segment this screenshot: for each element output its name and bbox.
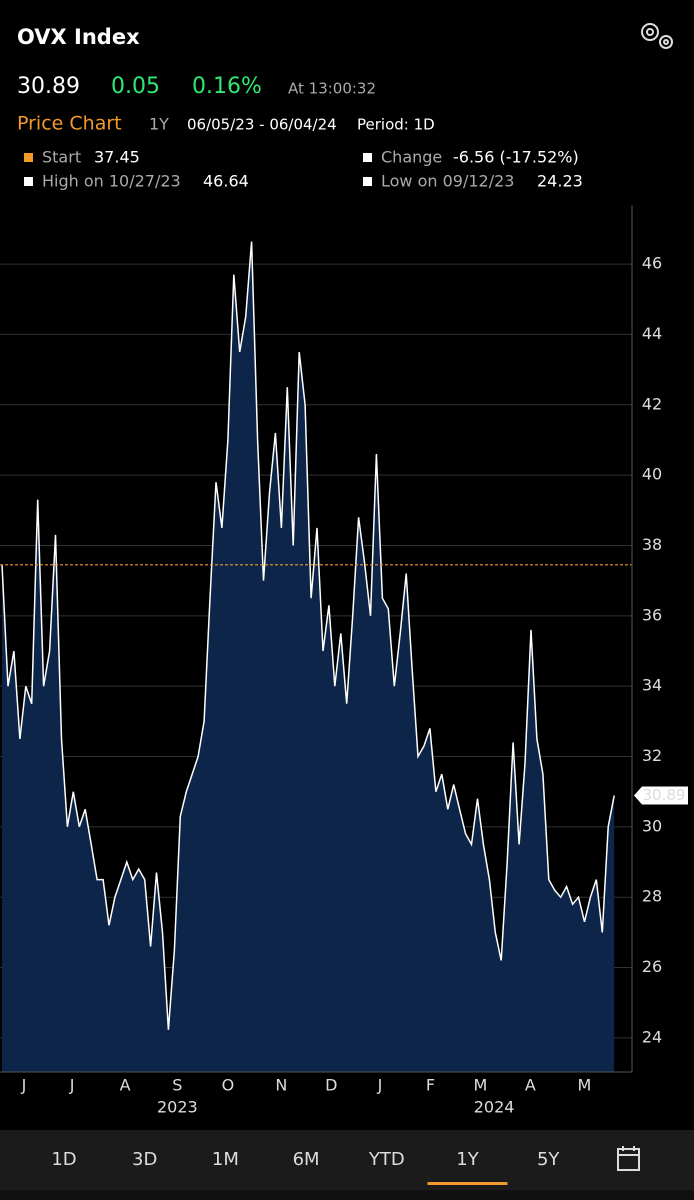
net-change: 0.05 [111, 74, 160, 99]
tabs: 1D 3D 1M 6M YTD 1Y 5Y [51, 1149, 560, 1185]
y-tick-label: 42 [642, 394, 662, 413]
x-tick-label: N [275, 1076, 287, 1095]
tab[interactable]: 1D [51, 1149, 76, 1170]
tab-underline [427, 1182, 508, 1185]
dates: 06/05/23 - 06/04/24 [187, 116, 337, 134]
start-swatch [24, 153, 33, 162]
swatch [24, 177, 33, 186]
stat-value: -6.56 (-17.52%) [453, 148, 579, 167]
year-label: 2024 [474, 1098, 515, 1117]
tab-bar [0, 1130, 694, 1190]
stat-value: 37.45 [94, 148, 140, 167]
x-tick-label: J [69, 1076, 75, 1095]
chart-label: Price Chart [17, 113, 122, 135]
x-tick-label: M [474, 1076, 488, 1095]
x-tick-label: A [120, 1076, 131, 1095]
y-tick-label: 46 [642, 254, 662, 273]
tab[interactable]: 3D [132, 1149, 157, 1170]
stat-value: 24.23 [537, 172, 583, 191]
x-tick-label: J [21, 1076, 27, 1095]
y-tick-label: 32 [642, 746, 662, 765]
time: At 13:00:32 [288, 80, 376, 98]
last-value-label: 30.89 [643, 786, 686, 804]
stat-label: Start [42, 148, 81, 167]
bottom-bar [0, 1190, 694, 1200]
last-price: 30.89 [17, 74, 80, 99]
period: Period: 1D [357, 116, 435, 134]
swatch [363, 177, 372, 186]
calendar-icon[interactable] [617, 1146, 640, 1171]
tab[interactable]: YTD [368, 1149, 405, 1170]
line [1, 241, 615, 1030]
x-tick-label: F [426, 1076, 435, 1095]
year-label: 2023 [157, 1098, 198, 1117]
title: OVX Index [17, 25, 140, 49]
x-tick-label: A [525, 1076, 536, 1095]
tab[interactable]: 5Y [537, 1149, 560, 1170]
stat-label: High on 10/27/23 [42, 172, 181, 191]
y-tick-label: 36 [642, 605, 662, 624]
stat-value: 46.64 [203, 172, 249, 191]
stat-label: Change [381, 148, 442, 167]
x-tick-label: J [377, 1076, 383, 1095]
range: 1Y [149, 115, 169, 134]
tab[interactable]: 1Y [456, 1149, 479, 1170]
y-tick-label: 44 [642, 324, 662, 343]
y-tick-label: 40 [642, 465, 662, 484]
x-tick-label: O [222, 1076, 235, 1095]
last-value-tag [634, 786, 688, 805]
area [2, 241, 615, 1073]
tab[interactable]: 1M [212, 1149, 239, 1170]
y-tick-label: 28 [642, 887, 662, 906]
x-tick-label: D [325, 1076, 337, 1095]
y-tick-label: 34 [642, 676, 662, 695]
x-tick-label: S [172, 1076, 182, 1095]
y-tick-label: 24 [642, 1027, 662, 1046]
pct-change: 0.16% [192, 74, 262, 99]
y-tick-label: 26 [642, 957, 662, 976]
x-tick-label: M [578, 1076, 592, 1095]
y-tick-label: 38 [642, 535, 662, 554]
tab[interactable]: 6M [293, 1149, 320, 1170]
y-tick-label: 30 [642, 816, 662, 835]
plot: 24 26 28 30 32 34 36 38 40 42 44 46 30.89 J J A S O N D J F M A… [0, 205, 688, 1117]
settings-icon[interactable] [641, 23, 673, 49]
swatch [363, 153, 372, 162]
stat-label: Low on 09/12/23 [381, 172, 514, 191]
